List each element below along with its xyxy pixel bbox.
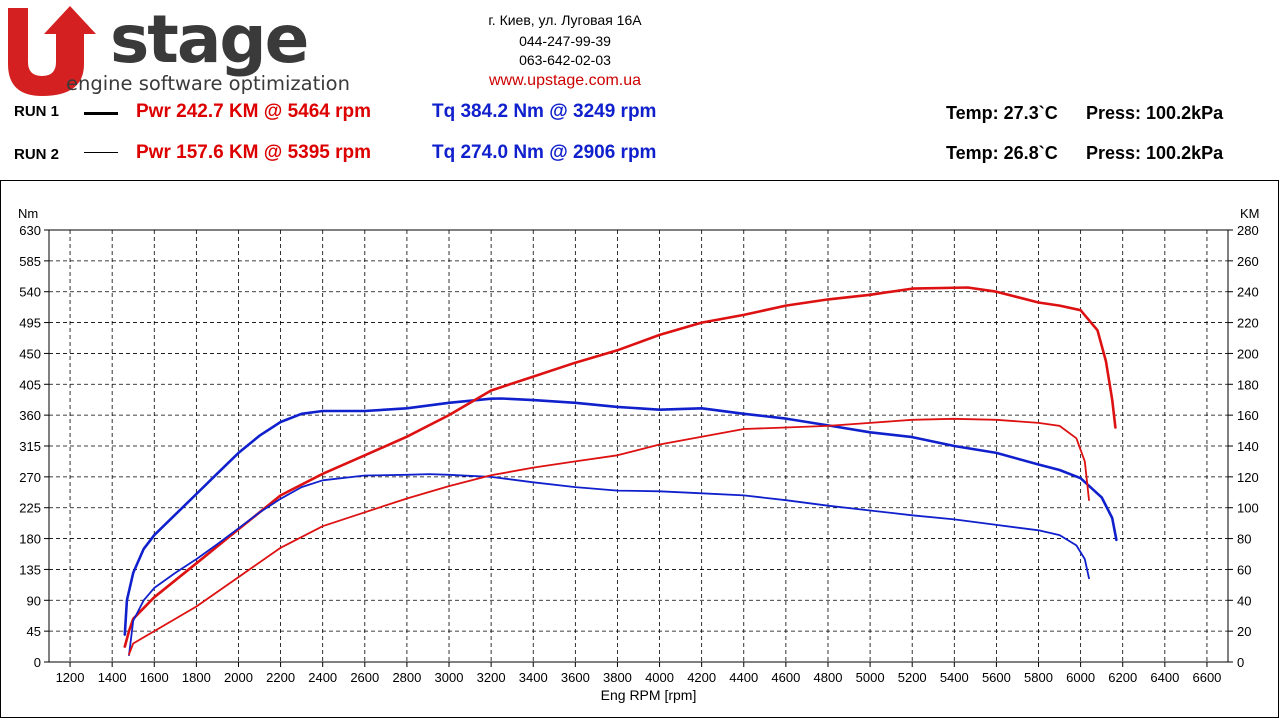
y-right-tick-label: 240: [1237, 285, 1259, 300]
y-right-tick-label: 160: [1237, 408, 1259, 423]
y-left-tick-label: 315: [19, 439, 41, 454]
y-left-axis-label: Nm: [18, 206, 38, 221]
x-tick-label: 5200: [898, 670, 927, 685]
x-tick-label: 2800: [392, 670, 421, 685]
logo-u-shape: [8, 6, 96, 96]
y-right-tick-label: 180: [1237, 377, 1259, 392]
y-right-tick-label: 280: [1237, 223, 1259, 238]
x-tick-label: 4800: [814, 670, 843, 685]
y-left-tick-label: 585: [19, 254, 41, 269]
run1-power-summary: Pwr 242.7 KM @ 5464 rpm: [136, 101, 372, 122]
y-right-tick-label: 200: [1237, 346, 1259, 361]
phone-number-1: 044-247-99-39: [519, 33, 611, 49]
y-right-tick-label: 60: [1237, 562, 1251, 577]
x-tick-label: 3800: [603, 670, 632, 685]
run1-power-curve: [123, 286, 1117, 648]
y-left-tick-label: 45: [27, 624, 41, 639]
x-tick-label: 5800: [1024, 670, 1053, 685]
y-left-tick-label: 450: [19, 346, 41, 361]
x-tick-label: 2200: [266, 670, 295, 685]
y-right-tick-label: 40: [1237, 593, 1251, 608]
y-left-tick-label: 135: [19, 562, 41, 577]
run2-pressure: Press: 100.2kPa: [1086, 143, 1224, 163]
y-left-tick-label: 180: [19, 532, 41, 547]
x-tick-label: 1200: [56, 670, 85, 685]
upstage-logo: stage engine software optimization: [8, 1, 350, 96]
y-left-tick-label: 405: [19, 377, 41, 392]
x-tick-label: 3000: [435, 670, 464, 685]
y-right-tick-label: 260: [1237, 254, 1259, 269]
y-left-tick-label: 270: [19, 470, 41, 485]
x-tick-label: 5400: [940, 670, 969, 685]
run2-temperature: Temp: 26.8`C: [946, 143, 1058, 163]
x-tick-label: 6400: [1150, 670, 1179, 685]
y-right-tick-label: 120: [1237, 470, 1259, 485]
x-tick-label: 5600: [982, 670, 1011, 685]
run2-label: RUN 2: [14, 146, 60, 163]
run2-power-summary: Pwr 157.6 KM @ 5395 rpm: [136, 142, 372, 163]
x-tick-label: 2000: [224, 670, 253, 685]
run1-torque-summary: Tq 384.2 Nm @ 3249 rpm: [432, 101, 657, 122]
x-tick-label: 6600: [1192, 670, 1221, 685]
logo-tagline: engine software optimization: [66, 72, 350, 95]
y-left-tick-label: 90: [27, 593, 41, 608]
dyno-chart: 1200 1400 1600 1800 2000 2200 2400 2600 2800 3000…: [18, 206, 1260, 703]
x-tick-label: 3600: [561, 670, 590, 685]
x-tick-label: 6200: [1108, 670, 1137, 685]
y-right-tick-label: 100: [1237, 501, 1259, 516]
y-left-tick-label: 540: [19, 285, 41, 300]
address-text: г. Киев, ул. Луговая 16А: [488, 12, 642, 28]
x-tick-label: 1600: [140, 670, 169, 685]
run2-torque-summary: Tq 274.0 Nm @ 2906 rpm: [432, 142, 657, 163]
x-tick-label: 2600: [350, 670, 379, 685]
y-left-tick-label: 360: [19, 408, 41, 423]
x-tick-label: 5000: [856, 670, 885, 685]
x-axis-label: Eng RPM [rpm]: [601, 687, 697, 703]
y-right-axis-label: KM: [1240, 206, 1260, 221]
y-left-tick-label: 630: [19, 223, 41, 238]
run2-line-sample: [84, 152, 118, 153]
y-right-tick-label: 20: [1237, 624, 1251, 639]
x-tick-label: 4600: [771, 670, 800, 685]
x-tick-label: 6000: [1066, 670, 1095, 685]
x-tick-label: 4400: [729, 670, 758, 685]
logo-text: stage: [110, 1, 307, 78]
y-right-tick-label: 220: [1237, 316, 1259, 331]
y-right-tick-label: 80: [1237, 532, 1251, 547]
run1-torque-curve: [123, 397, 1118, 636]
y-right-tick-label: 0: [1237, 655, 1244, 670]
x-tick-label: 4200: [687, 670, 716, 685]
x-tick-label: 3400: [519, 670, 548, 685]
x-tick-label: 2400: [308, 670, 337, 685]
run1-label: RUN 1: [14, 103, 60, 120]
y-left-tick-label: 495: [19, 316, 41, 331]
x-tick-label: 1800: [182, 670, 211, 685]
y-right-tick-label: 140: [1237, 439, 1259, 454]
run2-torque-curve: [128, 473, 1090, 657]
phone-number-2: 063-642-02-03: [519, 52, 611, 68]
website-link[interactable]: www.upstage.com.ua: [488, 72, 642, 89]
y-left-tick-label: 0: [34, 655, 41, 670]
run1-line-sample: [84, 112, 118, 115]
run1-temperature: Temp: 27.3`C: [946, 103, 1058, 123]
x-tick-label: 4000: [645, 670, 674, 685]
x-tick-label: 1400: [98, 670, 127, 685]
y-left-tick-label: 225: [19, 501, 41, 516]
run2-power-curve: [128, 417, 1090, 656]
x-tick-label: 3200: [477, 670, 506, 685]
run1-pressure: Press: 100.2kPa: [1086, 103, 1224, 123]
chart-frame: [0, 180, 1279, 718]
